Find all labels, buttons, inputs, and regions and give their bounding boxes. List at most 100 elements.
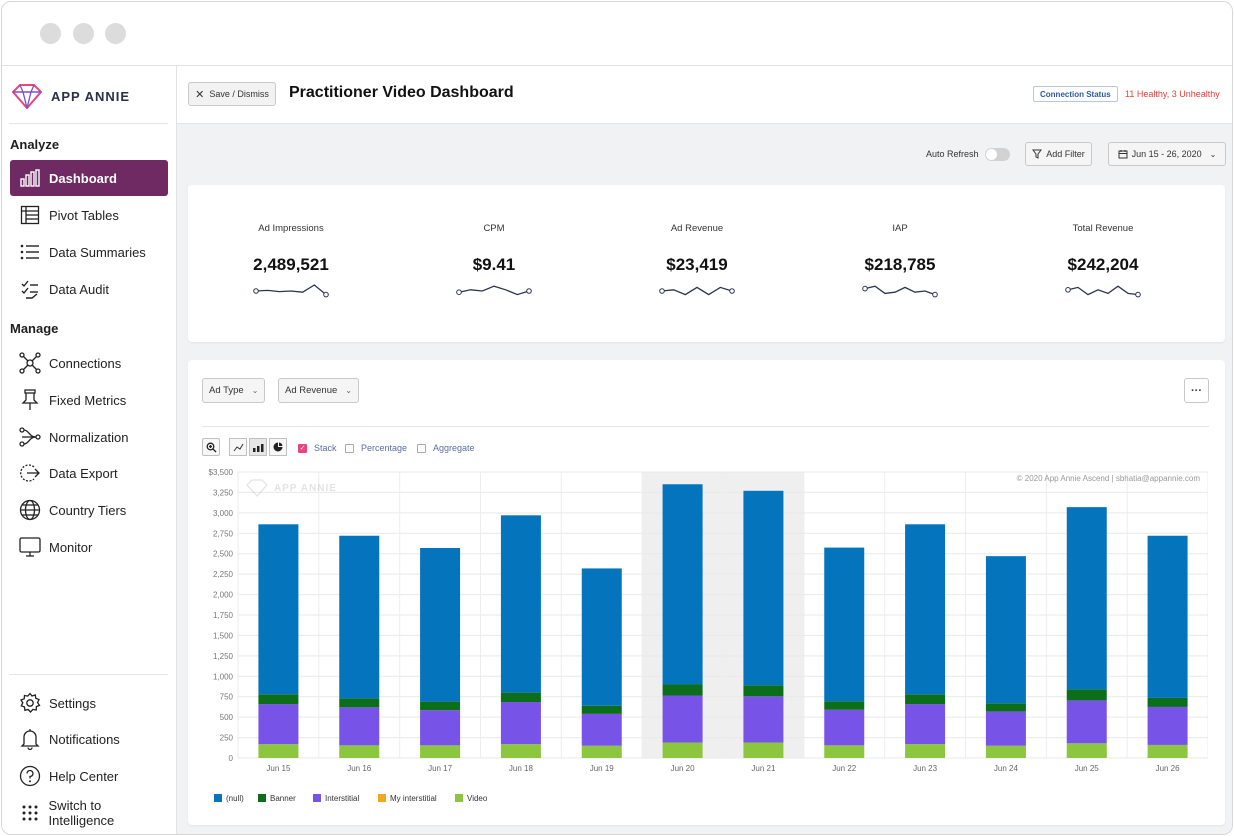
line-chart-button[interactable] xyxy=(229,438,247,456)
bar-segment[interactable] xyxy=(1147,744,1188,758)
sidebar-divider xyxy=(9,123,168,124)
bar-segment[interactable] xyxy=(743,742,784,758)
window-maximize-dot[interactable] xyxy=(105,23,126,44)
bar-segment[interactable] xyxy=(743,490,784,686)
sidebar-item-pivot-tables[interactable]: Pivot Tables xyxy=(10,197,168,233)
legend-item[interactable]: (null) xyxy=(214,794,244,803)
kpi-ad-revenue[interactable]: Ad Revenue $23,419 xyxy=(602,185,792,342)
bar-segment[interactable] xyxy=(905,524,946,695)
sidebar-item-normalization[interactable]: Normalization xyxy=(10,419,168,455)
bar-segment[interactable] xyxy=(420,710,461,746)
bar-segment[interactable] xyxy=(1147,706,1188,745)
x-tick-label: Jun 26 xyxy=(1156,764,1181,773)
bar-segment[interactable] xyxy=(339,707,380,746)
bar-segment[interactable] xyxy=(824,701,865,710)
kpi-total-revenue[interactable]: Total Revenue $242,204 xyxy=(1008,185,1198,342)
kpi-iap[interactable]: IAP $218,785 xyxy=(805,185,995,342)
bar-segment[interactable] xyxy=(500,702,541,745)
bar-segment[interactable] xyxy=(743,696,784,743)
legend-item[interactable]: My interstitial xyxy=(378,794,437,803)
sidebar-item-data-audit[interactable]: Data Audit xyxy=(10,271,168,307)
ad-revenue-dropdown[interactable]: Ad Revenue ⌄ xyxy=(278,378,359,403)
sidebar-item-label: Data Audit xyxy=(49,281,109,297)
bar-segment[interactable] xyxy=(339,698,380,708)
bar-segment[interactable] xyxy=(258,744,299,758)
bar-segment[interactable] xyxy=(1147,697,1188,707)
window-close-dot[interactable] xyxy=(40,23,61,44)
save-dismiss-button[interactable]: ✕ Save / Dismiss xyxy=(188,82,276,106)
bar-segment[interactable] xyxy=(743,685,784,697)
bar-segment[interactable] xyxy=(824,547,865,702)
bar-segment[interactable] xyxy=(985,745,1026,758)
percentage-checkbox[interactable]: Percentage xyxy=(345,443,407,453)
bar-segment[interactable] xyxy=(662,695,703,743)
sidebar-item-country-tiers[interactable]: Country Tiers xyxy=(10,492,168,528)
stacked-bar-chart[interactable]: 0 250 500 750 1,000 1,250 1,500 1,750 2,000 2,250… xyxy=(188,468,1208,818)
bar-segment[interactable] xyxy=(420,745,461,758)
bar-segment[interactable] xyxy=(258,524,299,695)
sidebar-item-notifications[interactable]: Notifications xyxy=(10,721,168,757)
bar-segment[interactable] xyxy=(581,713,622,746)
app-logo[interactable]: APP ANNIE xyxy=(12,81,130,111)
bar-segment[interactable] xyxy=(1066,700,1107,744)
auto-refresh-toggle[interactable] xyxy=(984,147,1010,161)
bar-segment[interactable] xyxy=(662,742,703,758)
bar-segment[interactable] xyxy=(258,694,299,705)
pie-chart-button[interactable] xyxy=(269,438,287,456)
bar-segment[interactable] xyxy=(985,711,1026,746)
connection-status-text[interactable]: 11 Healthy, 3 Unhealthy xyxy=(1125,89,1220,99)
kpi-cpm[interactable]: CPM $9.41 xyxy=(399,185,589,342)
bar-segment[interactable] xyxy=(662,684,703,696)
connection-status-badge[interactable]: Connection Status xyxy=(1033,86,1118,102)
bell-icon xyxy=(19,728,41,750)
bar-segment[interactable] xyxy=(824,709,865,746)
date-range-picker[interactable]: Jun 15 - 26, 2020 ⌄ xyxy=(1108,142,1226,166)
bar-segment[interactable] xyxy=(500,744,541,758)
sidebar-item-fixed-metrics[interactable]: Fixed Metrics xyxy=(10,382,168,418)
bar-segment[interactable] xyxy=(985,556,1026,704)
zoom-button[interactable] xyxy=(202,438,220,456)
kpi-label: IAP xyxy=(892,223,908,234)
bar-segment[interactable] xyxy=(1066,689,1107,701)
bar-segment[interactable] xyxy=(905,744,946,758)
bar-segment[interactable] xyxy=(339,535,380,699)
bar-segment[interactable] xyxy=(581,705,622,714)
sidebar-item-data-export[interactable]: Data Export xyxy=(10,455,168,491)
bar-segment[interactable] xyxy=(905,704,946,745)
sidebar-item-monitor[interactable]: Monitor xyxy=(10,529,168,565)
sidebar-item-switch-to-intelligence[interactable]: Switch to Intelligence xyxy=(10,795,168,831)
bar-segment[interactable] xyxy=(258,704,299,745)
bar-segment[interactable] xyxy=(905,694,946,705)
legend-label: My interstitial xyxy=(390,794,437,803)
bar-segment[interactable] xyxy=(1147,535,1188,698)
bar-segment[interactable] xyxy=(500,515,541,693)
legend-item[interactable]: Video xyxy=(455,794,488,803)
add-filter-button[interactable]: Add Filter xyxy=(1025,142,1092,166)
sidebar-item-connections[interactable]: Connections xyxy=(10,345,168,381)
bar-segment[interactable] xyxy=(339,745,380,758)
kpi-ad-impressions[interactable]: Ad Impressions 2,489,521 xyxy=(196,185,386,342)
bar-segment[interactable] xyxy=(985,703,1026,712)
bar-segment[interactable] xyxy=(1066,743,1107,758)
aggregate-checkbox[interactable]: Aggregate xyxy=(417,443,475,453)
bar-chart-button[interactable] xyxy=(249,438,267,456)
bar-segment[interactable] xyxy=(1066,507,1107,690)
sidebar-item-settings[interactable]: Settings xyxy=(10,685,168,721)
bar-segment[interactable] xyxy=(662,484,703,685)
bar-segment[interactable] xyxy=(420,547,461,702)
bar-segment[interactable] xyxy=(581,568,622,706)
stack-checkbox[interactable]: ✓ Stack xyxy=(298,443,337,453)
bar-segment[interactable] xyxy=(500,692,541,703)
bar-segment[interactable] xyxy=(581,745,622,758)
legend-item[interactable]: Banner xyxy=(258,794,296,803)
sidebar-item-data-summaries[interactable]: Data Summaries xyxy=(10,234,168,270)
legend-item[interactable]: Interstitial xyxy=(313,794,359,803)
sparkline-endpoint xyxy=(253,288,259,294)
bar-segment[interactable] xyxy=(420,701,461,711)
more-options-button[interactable]: ··· xyxy=(1184,378,1209,403)
sidebar-item-dashboard[interactable]: Dashboard xyxy=(10,160,168,196)
bar-segment[interactable] xyxy=(824,745,865,758)
window-minimize-dot[interactable] xyxy=(73,23,94,44)
ad-type-dropdown[interactable]: Ad Type ⌄ xyxy=(202,378,266,403)
sidebar-item-help-center[interactable]: Help Center xyxy=(10,758,168,794)
